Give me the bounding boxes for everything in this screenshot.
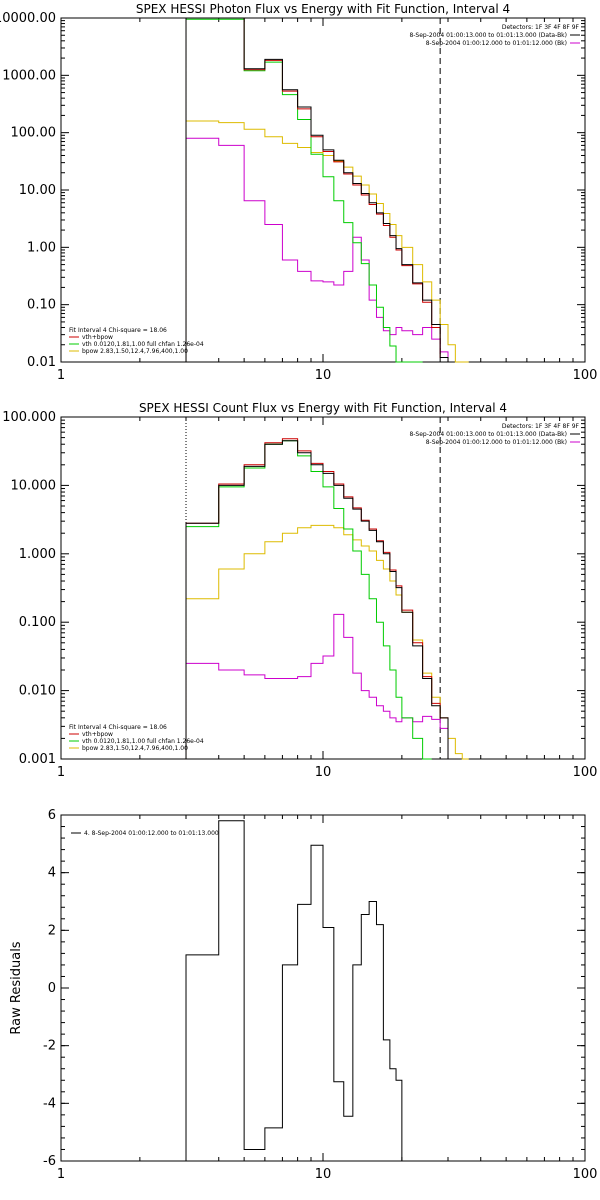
fit-legend-line: vth+bpow	[82, 334, 113, 341]
fit-legend-line: vth 0.0120,1.81,1.00 full chfan 1.26e-04	[82, 738, 204, 745]
chart-title: SPEX HESSI Photon Flux vs Energy with Fi…	[136, 2, 510, 16]
y-tick-label: 100.000	[2, 410, 56, 425]
y-axis-label: Raw Residuals	[9, 941, 24, 1034]
x-tick-label: 100	[573, 1167, 598, 1182]
plot-frame	[60, 17, 586, 363]
fit-legend-line: vth+bpow	[82, 731, 113, 738]
legend-detectors: Detectors: 1F 3F 4F 8F 9F	[502, 24, 580, 31]
series-data	[185, 820, 441, 1162]
series-bpow	[185, 120, 469, 363]
series-data	[185, 440, 449, 759]
legend-data-time: 8-Sep-2004 01:00:13.000 to 01:01:13.000 …	[409, 431, 567, 438]
y-tick-label: 0.01	[27, 355, 56, 370]
fit-legend-line: bpow 2.83,1.50,12.4,7.96,400,1.00	[82, 348, 188, 355]
x-tick-label: 100	[573, 765, 598, 780]
series-total	[185, 17, 449, 362]
legend-bk-time: 8-Sep-2004 01:00:12.000 to 01:01:12.000 …	[426, 439, 567, 446]
y-tick-label: 0.100	[19, 615, 56, 630]
y-tick-label: -6	[43, 1154, 56, 1169]
x-tick-label: 10	[315, 368, 332, 383]
chart-title: SPEX HESSI Count Flux vs Energy with Fit…	[139, 401, 507, 415]
y-tick-label: 2	[48, 923, 56, 938]
x-tick-label: 10	[315, 1167, 332, 1182]
fit-legend-line: vth 0.0120,1.81,1.00 full chfan 1.26e-04	[82, 341, 204, 348]
legend-bk-time: 8-Sep-2004 01:00:12.000 to 01:01:12.000 …	[426, 40, 567, 47]
legend-data-time: 8-Sep-2004 01:00:13.000 to 01:01:13.000 …	[409, 32, 567, 39]
y-tick-label: 10.00	[19, 183, 56, 198]
series-vth	[185, 18, 423, 363]
y-tick-label: -4	[43, 1096, 56, 1111]
top-legend: Detectors: 1F 3F 4F 8F 9F8-Sep-2004 01:0…	[409, 24, 580, 47]
series-bpow	[185, 524, 469, 760]
y-tick-label: 0	[48, 981, 56, 996]
series-background	[185, 613, 449, 759]
chart-residuals: 1 10 100 -6 -4 -2 0 2 4 6 Raw Residuals 4. 8-Sep-20…	[9, 808, 597, 1182]
legend-detectors: Detectors: 1F 3F 4F 8F 9F	[502, 423, 580, 430]
y-tick-label: 0.001	[19, 752, 56, 767]
fit-legend-header: Fit Interval 4 Chi-square = 18.06	[69, 327, 167, 334]
chart-photon: SPEX HESSI Photon Flux vs Energy with Fi…	[0, 2, 597, 383]
fit-legend-line: bpow 2.83,1.50,12.4,7.96,400,1.00	[82, 745, 188, 752]
x-tick-label: 100	[573, 368, 598, 383]
y-tick-label: 4	[48, 866, 56, 881]
series-vth	[185, 440, 432, 760]
y-tick-label: 0.010	[19, 684, 56, 699]
top-legend: Detectors: 1F 3F 4F 8F 9F8-Sep-2004 01:0…	[409, 423, 580, 446]
y-tick-label: 1.00	[27, 240, 56, 255]
residual-legend: 4. 8-Sep-2004 01:00:12.000 to 01:01:13.0…	[71, 830, 219, 837]
y-tick-label: -2	[43, 1039, 56, 1054]
fit-legend: Fit Interval 4 Chi-square = 18.06vth+bpo…	[69, 327, 204, 355]
y-tick-label: 6	[48, 808, 56, 823]
x-tick-label: 1	[57, 1167, 65, 1182]
series-background	[185, 137, 449, 362]
y-tick-label: 10000.00	[0, 11, 56, 26]
y-tick-label: 1000.00	[2, 68, 56, 83]
x-tick-label: 1	[57, 368, 65, 383]
y-tick-label: 10.000	[11, 478, 57, 493]
x-tick-label: 10	[315, 765, 332, 780]
y-tick-label: 1.000	[19, 547, 56, 562]
y-tick-label: 0.10	[27, 298, 56, 313]
residual-legend-text: 4. 8-Sep-2004 01:00:12.000 to 01:01:13.0…	[84, 830, 219, 837]
fit-legend-header: Fit Interval 4 Chi-square = 18.06	[69, 724, 167, 731]
fit-legend: Fit Interval 4 Chi-square = 18.06vth+bpo…	[69, 724, 204, 752]
y-tick-label: 100.00	[11, 126, 57, 141]
x-tick-label: 1	[57, 765, 65, 780]
series-data	[185, 17, 449, 362]
chart-count: SPEX HESSI Count Flux vs Energy with Fit…	[2, 401, 597, 780]
